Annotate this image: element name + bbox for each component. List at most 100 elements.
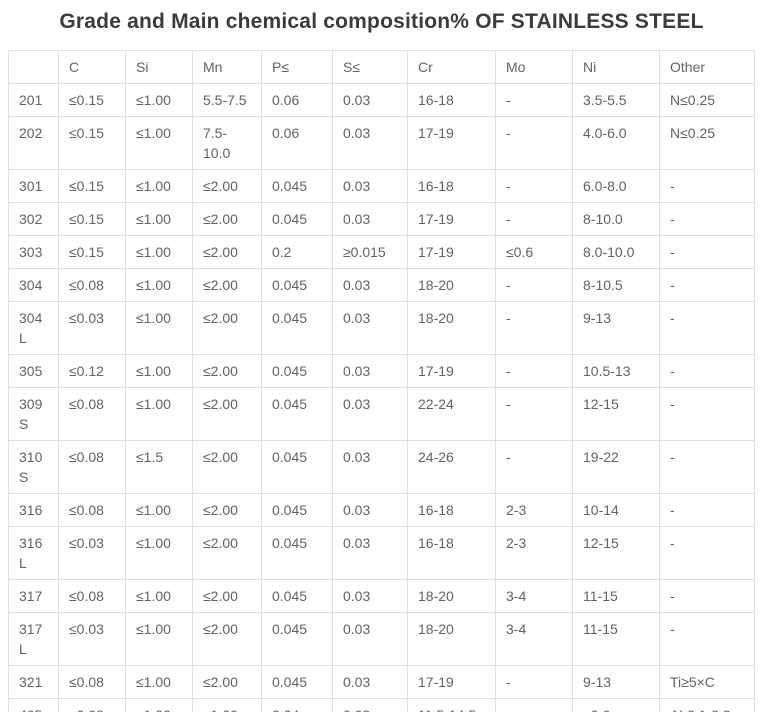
value-cell: ≤0.12 [58,354,126,388]
value-cell: - [659,612,755,666]
value-cell: - [659,169,755,203]
value-cell: 0.045 [261,493,333,527]
table-body: 201 ≤0.15 ≤1.00 5.5-7.5 0.06 0.03 16-18-3.5-5.… [8,83,755,712]
value-cell: - [495,116,573,170]
value-cell: ≤0.08 [58,493,126,527]
grade-cell: 316L [8,526,59,580]
value-cell: - [495,440,573,494]
value-cell: 0.045 [261,268,333,302]
value-cell: 16-18 [407,493,496,527]
value-cell: 11-15 [572,612,660,666]
grade-cell: 317L [8,612,59,666]
value-cell: 5.5-7.5 [192,83,262,117]
value-cell: 18-20 [407,612,496,666]
value-cell: - [659,268,755,302]
value-cell: 16-18 [407,83,496,117]
value-cell: 0.03 [332,202,408,236]
value-cell: - [495,301,573,355]
value-cell: 0.2 [261,235,333,269]
grade-cell: 202 [8,116,59,170]
table-row: 316L ≤0.03 ≤1.00 ≤2.00 0.045 0.03 16-18 2-3 12-1… [8,526,755,580]
value-cell: ≤0.08 [58,387,126,441]
value-cell: ≤2.00 [192,169,262,203]
value-cell: - [659,579,755,613]
column-header: Cr [407,50,496,84]
value-cell: 10-14 [572,493,660,527]
value-cell: ≤1.00 [125,579,193,613]
value-cell: 0.045 [261,526,333,580]
value-cell: ≤0.03 [58,526,126,580]
value-cell: 0.03 [332,579,408,613]
value-cell: 11-15 [572,579,660,613]
grade-cell: 302 [8,202,59,236]
value-cell: ≤2.00 [192,493,262,527]
value-cell: 0.045 [261,202,333,236]
table-row: 302 ≤0.15 ≤1.00 ≤2.00 0.045 0.03 17-19-8-10.0- [8,202,755,236]
value-cell: 0.03 [332,169,408,203]
value-cell: - [659,301,755,355]
grade-cell: 305 [8,354,59,388]
value-cell: 16-18 [407,169,496,203]
value-cell: ≤1.00 [125,116,193,170]
grade-cell: 304L [8,301,59,355]
value-cell: ≤0.15 [58,83,126,117]
value-cell: 6.0-8.0 [572,169,660,203]
value-cell: 0.03 [332,698,408,712]
column-header: Mo [495,50,573,84]
value-cell: 0.03 [332,268,408,302]
column-header: Other [659,50,755,84]
value-cell: 0.03 [332,301,408,355]
value-cell: 0.045 [261,387,333,441]
value-cell: ≤1.00 [125,493,193,527]
grade-cell: 321 [8,665,59,699]
value-cell: 0.03 [332,83,408,117]
grade-cell: 201 [8,83,59,117]
value-cell: N≤0.25 [659,83,755,117]
value-cell: - [495,665,573,699]
value-cell: 0.03 [332,612,408,666]
value-cell: 2-3 [495,493,573,527]
value-cell: ≤1.00 [125,202,193,236]
value-cell: ≤1.00 [192,698,262,712]
value-cell: ≤0.15 [58,202,126,236]
value-cell: ≤2.00 [192,354,262,388]
value-cell: ≤0.15 [58,116,126,170]
value-cell: 0.045 [261,579,333,613]
value-cell: 17-19 [407,665,496,699]
value-cell: ≤0.6 [572,698,660,712]
value-cell: ≤1.00 [125,83,193,117]
value-cell: 0.045 [261,440,333,494]
value-cell: 12-15 [572,526,660,580]
value-cell: - [495,83,573,117]
value-cell: 17-19 [407,235,496,269]
value-cell: N≤0.25 [659,116,755,170]
value-cell: 8-10.0 [572,202,660,236]
value-cell: 11.5-14.5 [407,698,496,712]
value-cell: ≤0.08 [58,665,126,699]
value-cell: ≤2.00 [192,387,262,441]
column-header: Ni [572,50,660,84]
value-cell: ≤2.00 [192,526,262,580]
value-cell: 0.045 [261,301,333,355]
value-cell: ≥0.015 [332,235,408,269]
grade-cell: 316 [8,493,59,527]
value-cell: ≤0.15 [58,235,126,269]
value-cell: ≤0.15 [58,169,126,203]
value-cell: ≤2.00 [192,612,262,666]
value-cell: 0.03 [332,354,408,388]
value-cell: ≤1.00 [125,268,193,302]
value-cell: 8-10.5 [572,268,660,302]
table-row: 317L ≤0.03 ≤1.00 ≤2.00 0.045 0.03 18-20 3-4 11-1… [8,612,755,666]
value-cell: ≤0.08 [58,440,126,494]
value-cell: 0.045 [261,665,333,699]
value-cell: 24-26 [407,440,496,494]
value-cell: 17-19 [407,354,496,388]
column-header: Mn [192,50,262,84]
value-cell: 18-20 [407,301,496,355]
grade-cell: 301 [8,169,59,203]
value-cell: 4.0-6.0 [572,116,660,170]
value-cell: - [495,698,573,712]
table-row: 303 ≤0.15 ≤1.00 ≤2.00 0.2 ≥0.015 17-19 ≤0.6 8.0-… [8,235,755,269]
table-row: 405≤0.08≤1.00≤1.000.040.0311.5-14.5-≤0.6… [8,698,755,712]
